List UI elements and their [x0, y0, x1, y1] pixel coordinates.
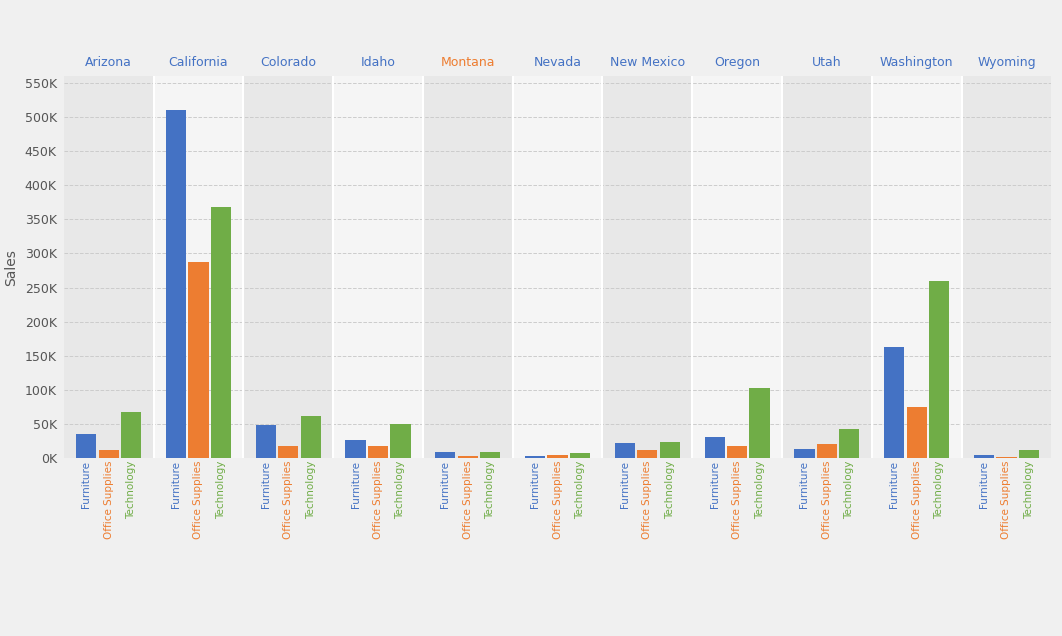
Bar	[256, 425, 276, 458]
Bar	[423, 76, 513, 458]
Bar	[210, 207, 230, 458]
Bar	[480, 452, 500, 458]
Bar	[188, 262, 208, 458]
Bar	[513, 76, 602, 458]
Bar	[692, 76, 782, 458]
Bar	[794, 449, 815, 458]
Bar	[345, 440, 365, 458]
Bar	[704, 438, 724, 458]
Y-axis label: Sales: Sales	[3, 249, 18, 286]
Bar	[166, 111, 186, 458]
Bar	[1018, 450, 1039, 458]
Bar	[885, 347, 905, 458]
Bar	[615, 443, 635, 458]
Bar	[301, 416, 321, 458]
Bar	[76, 434, 97, 458]
Bar	[929, 280, 949, 458]
Bar	[637, 450, 657, 458]
Bar	[872, 76, 961, 458]
Bar	[367, 446, 388, 458]
Bar	[525, 456, 545, 458]
Bar	[278, 446, 298, 458]
Bar	[750, 388, 770, 458]
Bar	[243, 76, 333, 458]
Bar	[99, 450, 119, 458]
Bar	[547, 455, 568, 458]
Bar	[782, 76, 872, 458]
Bar	[154, 76, 243, 458]
Bar	[996, 457, 1016, 458]
Bar	[817, 445, 837, 458]
Bar	[907, 408, 927, 458]
Bar	[64, 76, 154, 458]
Bar	[839, 429, 859, 458]
Bar	[391, 424, 411, 458]
Bar	[458, 456, 478, 458]
Bar	[570, 453, 590, 458]
Bar	[660, 441, 680, 458]
Bar	[961, 76, 1051, 458]
Bar	[974, 455, 994, 458]
Bar	[435, 452, 456, 458]
Bar	[727, 446, 748, 458]
Bar	[121, 411, 141, 458]
Bar	[333, 76, 423, 458]
Bar	[602, 76, 692, 458]
